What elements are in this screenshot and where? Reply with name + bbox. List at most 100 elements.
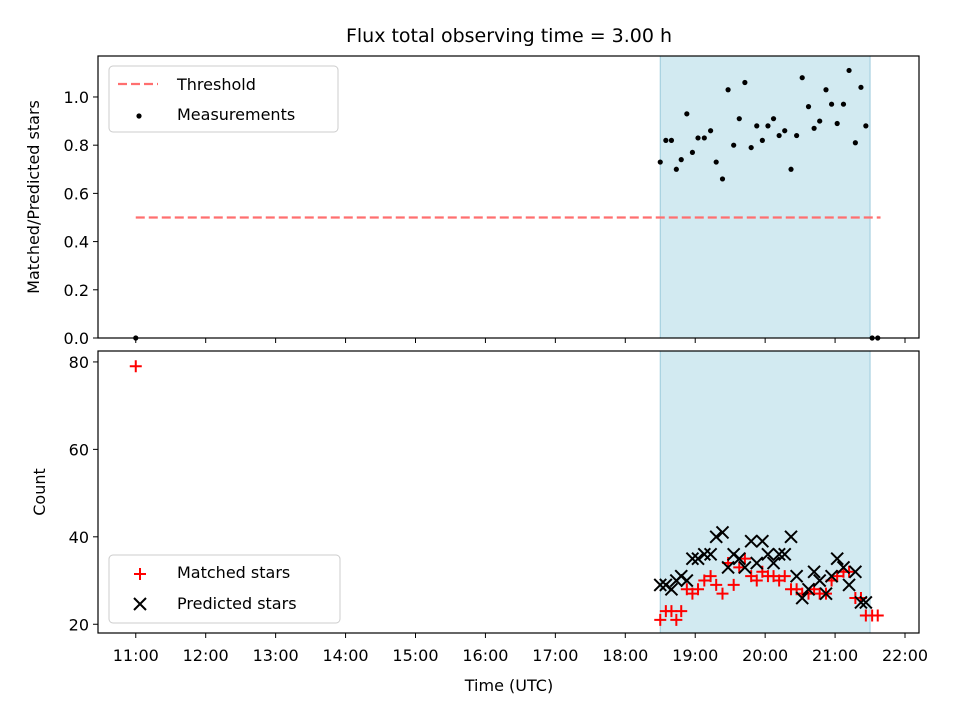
y-tick-label: 0.6: [64, 184, 89, 203]
x-tick-label: 20:00: [742, 646, 788, 665]
top-legend: Threshold Measurements: [108, 65, 339, 133]
matched-star-point: [692, 583, 705, 596]
measurement-point: [782, 128, 788, 134]
measurement-point: [828, 101, 835, 107]
bottom-legend: Matched stars Predicted stars: [108, 554, 341, 624]
predicted-star-point: [830, 551, 844, 566]
predicted-star-point: [709, 530, 723, 544]
predicted-star-point: [842, 578, 856, 592]
x-axis-label: Time (UTC): [464, 676, 553, 695]
y-tick-label: 20: [69, 615, 89, 634]
measurement-point: [811, 125, 817, 131]
matched-star-point: [733, 561, 746, 574]
predicted-star-point: [750, 556, 764, 570]
matched-star-point: [750, 574, 763, 587]
x-tick-label: 13:00: [253, 646, 299, 665]
measurement-point: [736, 116, 742, 122]
x-tick-label: 12:00: [183, 646, 229, 665]
predicted-star-point: [795, 591, 809, 605]
predicted-star-point: [715, 525, 730, 540]
measurement-point: [678, 157, 684, 163]
y-tick-label: 80: [69, 353, 89, 372]
legend-threshold-label: Threshold: [176, 75, 256, 94]
measurement-point: [708, 128, 714, 134]
predicted-star-point: [732, 551, 746, 566]
measurement-point: [823, 87, 829, 93]
legend-matched-marker: [134, 568, 146, 580]
predicted-star-point: [680, 573, 694, 588]
measurement-point: [657, 159, 663, 165]
predicted-star-point: [824, 569, 839, 583]
chart-title: Flux total observing time = 3.00 h: [346, 25, 672, 47]
predicted-star-point: [812, 573, 827, 588]
measurement-point: [725, 87, 731, 93]
measurement-point: [770, 116, 777, 122]
measurement-point: [673, 166, 679, 172]
measurement-point: [759, 137, 765, 143]
top-panel-frame: [97, 55, 920, 339]
x-tick-label: 22:00: [882, 646, 928, 665]
matched-star-point: [129, 360, 142, 373]
x-tick-label: 16:00: [462, 646, 508, 665]
matched-star-point: [831, 570, 844, 583]
y-tick-label: 0.2: [64, 281, 89, 300]
predicted-star-point: [697, 547, 712, 562]
y-tick-label: 60: [69, 440, 89, 459]
matched-star-point: [670, 613, 683, 626]
measurement-point: [776, 132, 782, 139]
measurement-point: [788, 166, 794, 172]
bottom-y-axis-label: Count: [30, 468, 49, 516]
measurement-point: [794, 132, 800, 139]
matched-star-point: [778, 570, 791, 583]
measurement-point: [805, 104, 812, 110]
measurement-point: [689, 149, 696, 156]
measurement-point: [858, 84, 864, 90]
legend-measurements-marker: [136, 113, 142, 119]
x-tick-label: 14:00: [323, 646, 369, 665]
matched-star-point: [738, 552, 751, 565]
predicted-star-point: [703, 547, 718, 562]
y-tick-label: 40: [69, 528, 89, 547]
y-tick-label: 0.0: [64, 329, 89, 348]
bottom-panel-counts: 20 40 60 80 11:00 12:00 13:00 14:00 15:00 16:00 1…: [30, 350, 928, 665]
predicted-star-point: [653, 578, 667, 592]
predicted-star-point: [766, 556, 781, 570]
measurement-point: [742, 79, 748, 86]
predicted-star-point: [784, 530, 798, 544]
observing-window-span: [659, 55, 871, 339]
predicted-star-point: [801, 582, 816, 596]
predicted-star-point: [848, 565, 863, 579]
bottom-panel-frame: [97, 350, 920, 634]
predicted-star-point: [819, 586, 833, 601]
x-tick-label: 11:00: [113, 646, 159, 665]
y-tick-label: 0.8: [64, 136, 89, 155]
predicted-star-point: [664, 582, 679, 596]
measurement-point: [852, 140, 858, 146]
top-y-axis-label: Matched/Predicted stars: [24, 100, 43, 294]
measurement-point: [748, 144, 754, 151]
measurement-point: [684, 111, 690, 117]
legend-measurements-label: Measurements: [177, 105, 295, 124]
measurement-point: [731, 142, 737, 148]
predicted-star-point: [685, 551, 700, 566]
matched-star-point: [675, 605, 688, 618]
matched-star-point: [710, 578, 723, 591]
matched-star-point: [716, 587, 729, 600]
measurement-point: [713, 159, 719, 165]
x-tick-label: 15:00: [392, 646, 438, 665]
predicted-star-point: [755, 534, 770, 548]
measurement-point: [863, 123, 869, 129]
measurement-point: [668, 137, 675, 143]
legend-matched-label: Matched stars: [177, 563, 290, 582]
x-tick-label: 19:00: [672, 646, 718, 665]
predicted-star-point: [744, 534, 758, 548]
legend-predicted-marker: [133, 597, 147, 611]
predicted-star-point: [836, 560, 851, 575]
predicted-star-point: [772, 547, 786, 562]
predicted-star-point: [778, 547, 792, 562]
matched-star-point: [654, 613, 667, 626]
measurement-point: [701, 135, 707, 141]
x-tick-label: 18:00: [602, 646, 648, 665]
top-legend-box: [108, 65, 339, 133]
